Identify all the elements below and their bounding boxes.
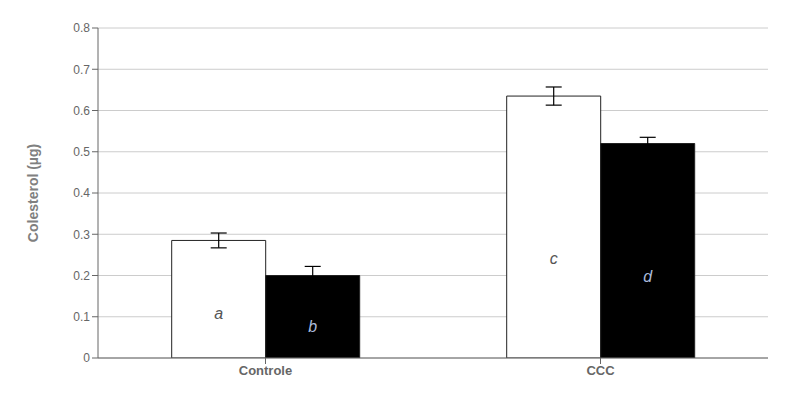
svg-text:0.5: 0.5 xyxy=(73,145,90,159)
svg-text:0.2: 0.2 xyxy=(73,269,90,283)
svg-text:0.8: 0.8 xyxy=(73,21,90,35)
svg-text:b: b xyxy=(308,318,317,335)
svg-text:c: c xyxy=(550,250,558,267)
svg-text:d: d xyxy=(643,268,653,285)
svg-text:a: a xyxy=(214,305,223,322)
svg-text:0.7: 0.7 xyxy=(73,63,90,77)
svg-text:0.3: 0.3 xyxy=(73,228,90,242)
svg-text:Colesterol (µg): Colesterol (µg) xyxy=(25,144,41,242)
svg-text:CCC: CCC xyxy=(586,363,615,378)
svg-text:0.1: 0.1 xyxy=(73,310,90,324)
svg-text:0.6: 0.6 xyxy=(73,104,90,118)
svg-text:0: 0 xyxy=(83,351,90,365)
svg-text:Controle: Controle xyxy=(239,363,292,378)
svg-text:0.4: 0.4 xyxy=(73,186,90,200)
